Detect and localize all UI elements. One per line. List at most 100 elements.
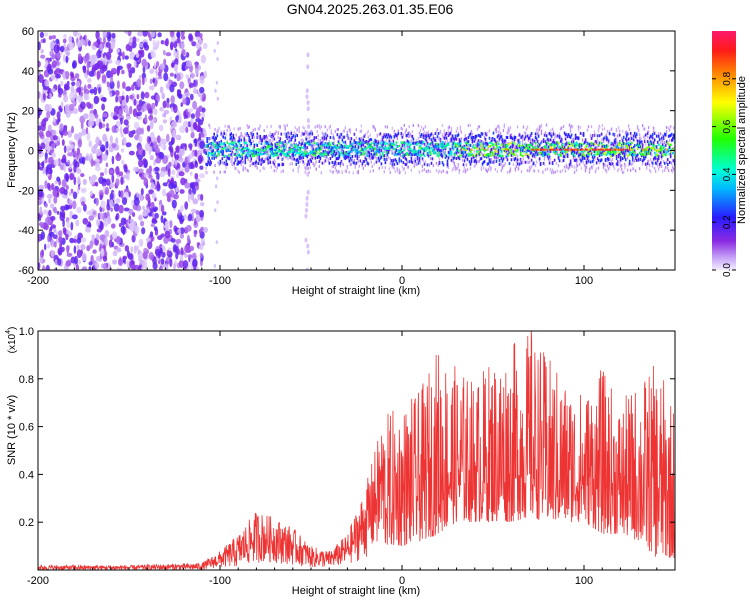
band-core [297,148,300,151]
band-edge [460,151,463,155]
band-edge [340,144,343,148]
band-core [470,153,473,156]
noise-blob [51,129,57,136]
band-core [329,148,332,151]
band-edge [524,135,527,139]
band-core [536,145,539,149]
band-halo [383,150,385,154]
band-edge [583,156,586,160]
streak-blob [305,207,308,213]
band-halo [254,164,256,168]
noise-blob [47,234,50,243]
band-core [515,150,518,153]
band-halo [559,170,562,174]
band-halo [489,139,492,142]
band-edge [599,159,602,163]
band-halo [623,162,626,166]
streak-blob [306,171,310,177]
band-core [456,144,459,147]
noise-blob [69,163,72,170]
band-core [583,149,586,153]
band-halo [238,170,240,174]
noise-blob [40,123,46,132]
band-edge [465,137,468,141]
band-halo [467,124,470,127]
band-halo [385,138,387,142]
band-halo [217,161,219,165]
band-core [453,141,456,144]
band-edge [440,154,443,158]
band-edge [242,146,245,150]
band-halo [565,165,568,169]
band-edge [237,162,240,166]
band-halo [304,129,306,133]
band-halo [232,152,234,156]
band-halo [456,154,459,158]
noise-blob [95,136,100,146]
band-edge [503,149,506,153]
band-edge [519,157,522,161]
noise-blob [201,117,204,122]
band-core [480,142,483,145]
band-core [268,147,271,151]
noise-blob [76,206,82,214]
band-core [312,151,315,155]
band-halo [614,144,617,147]
band-halo [217,152,219,156]
band-core [263,152,266,155]
band-edge [591,160,594,163]
band-core [372,141,375,144]
noise-blob [192,100,198,110]
band-edge [380,149,383,153]
band-halo [402,133,404,137]
band-edge [510,153,513,157]
band-core [448,147,451,150]
band-edge [513,135,516,139]
noise-blob [166,102,170,109]
band-halo [206,148,208,152]
band-core [522,150,525,153]
noise-blob [38,221,45,227]
band-edge [210,142,212,145]
band-core [243,151,246,155]
noise-blob [176,109,180,116]
band-halo [311,148,313,152]
noise-blob [179,189,185,194]
band-edge [269,156,272,159]
band-core [296,151,299,155]
band-core [609,155,612,158]
band-edge [213,138,215,142]
band-halo [213,170,215,174]
band-core [257,149,260,153]
band-edge [578,142,581,146]
band-edge [272,134,275,138]
noise-blob [130,246,133,254]
band-core [441,145,444,148]
band-halo [273,159,275,162]
noise-blob [180,35,186,40]
band-core [542,153,545,156]
band-halo [450,154,453,158]
noise-blob [122,136,127,146]
band-core [361,153,364,156]
band-core [434,145,437,148]
band-halo [556,152,559,156]
band-core [258,153,261,156]
band-edge [319,142,322,146]
noise-blob [42,209,49,215]
band-edge [590,143,593,147]
noise-blob [53,196,58,204]
band-halo [289,162,291,166]
band-core [315,151,318,154]
band-halo [252,139,254,143]
band-edge [478,134,481,138]
band-halo [453,161,456,165]
band-halo [362,136,364,140]
band-edge [504,139,507,143]
band-core [281,152,284,155]
band-edge [286,135,289,139]
noise-blob [116,68,120,76]
noise-blob [145,237,152,242]
noise-blob [82,178,87,186]
noise-blob [182,98,187,105]
